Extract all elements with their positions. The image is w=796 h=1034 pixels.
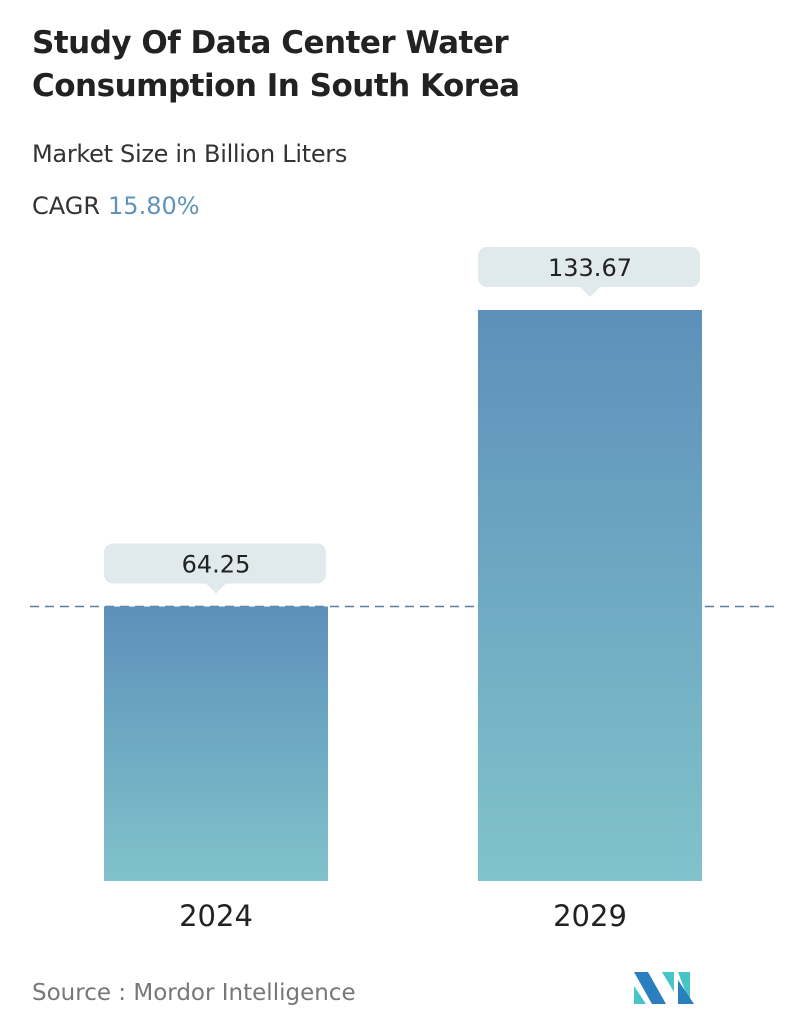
value-label-bubble xyxy=(104,543,326,584)
data-label-2029: 133.67 xyxy=(548,254,632,282)
value-label-bubble xyxy=(478,247,700,287)
value-label-pointer xyxy=(206,583,226,594)
cagr-value: 15.80% xyxy=(108,192,200,220)
x-tick-label-2024: 2024 xyxy=(179,899,253,933)
source-text: Source : Mordor Intelligence xyxy=(32,980,356,1006)
bar-2029 xyxy=(478,310,702,881)
value-label-pointer xyxy=(580,287,600,297)
cagr: CAGR 15.80% xyxy=(32,192,200,220)
chart-subtitle: Market Size in Billion Liters xyxy=(32,140,348,168)
mordor-logo-icon xyxy=(634,972,694,1004)
cagr-label: CAGR xyxy=(32,192,101,220)
data-label-2024: 64.25 xyxy=(182,551,251,579)
bar-2024 xyxy=(104,606,328,881)
chart-title: Study Of Data Center Water Consumption I… xyxy=(32,25,520,104)
x-tick-label-2029: 2029 xyxy=(553,899,627,933)
